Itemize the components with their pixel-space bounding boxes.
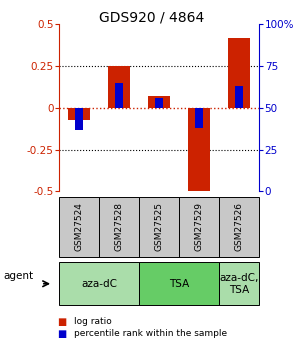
Bar <box>155 98 164 108</box>
Bar <box>68 108 90 119</box>
Bar <box>115 83 124 108</box>
Text: GSM27529: GSM27529 <box>195 202 204 252</box>
Text: agent: agent <box>3 271 33 281</box>
Text: GSM27525: GSM27525 <box>155 202 164 252</box>
Bar <box>235 86 244 108</box>
Text: TSA: TSA <box>169 279 189 289</box>
Text: GSM27524: GSM27524 <box>75 203 84 251</box>
Text: aza-dC: aza-dC <box>81 279 117 289</box>
Text: percentile rank within the sample: percentile rank within the sample <box>74 329 227 338</box>
Bar <box>195 108 204 128</box>
Bar <box>75 108 84 130</box>
Text: GDS920 / 4864: GDS920 / 4864 <box>99 10 204 24</box>
Text: GSM27526: GSM27526 <box>235 202 244 252</box>
Bar <box>188 108 210 191</box>
Text: ■: ■ <box>58 329 67 338</box>
Text: log ratio: log ratio <box>74 317 112 326</box>
Text: aza-dC,
TSA: aza-dC, TSA <box>219 273 259 295</box>
Bar <box>108 66 130 108</box>
Text: ■: ■ <box>58 317 67 326</box>
Text: GSM27528: GSM27528 <box>115 202 124 252</box>
Bar <box>228 38 250 108</box>
Bar <box>148 96 170 108</box>
